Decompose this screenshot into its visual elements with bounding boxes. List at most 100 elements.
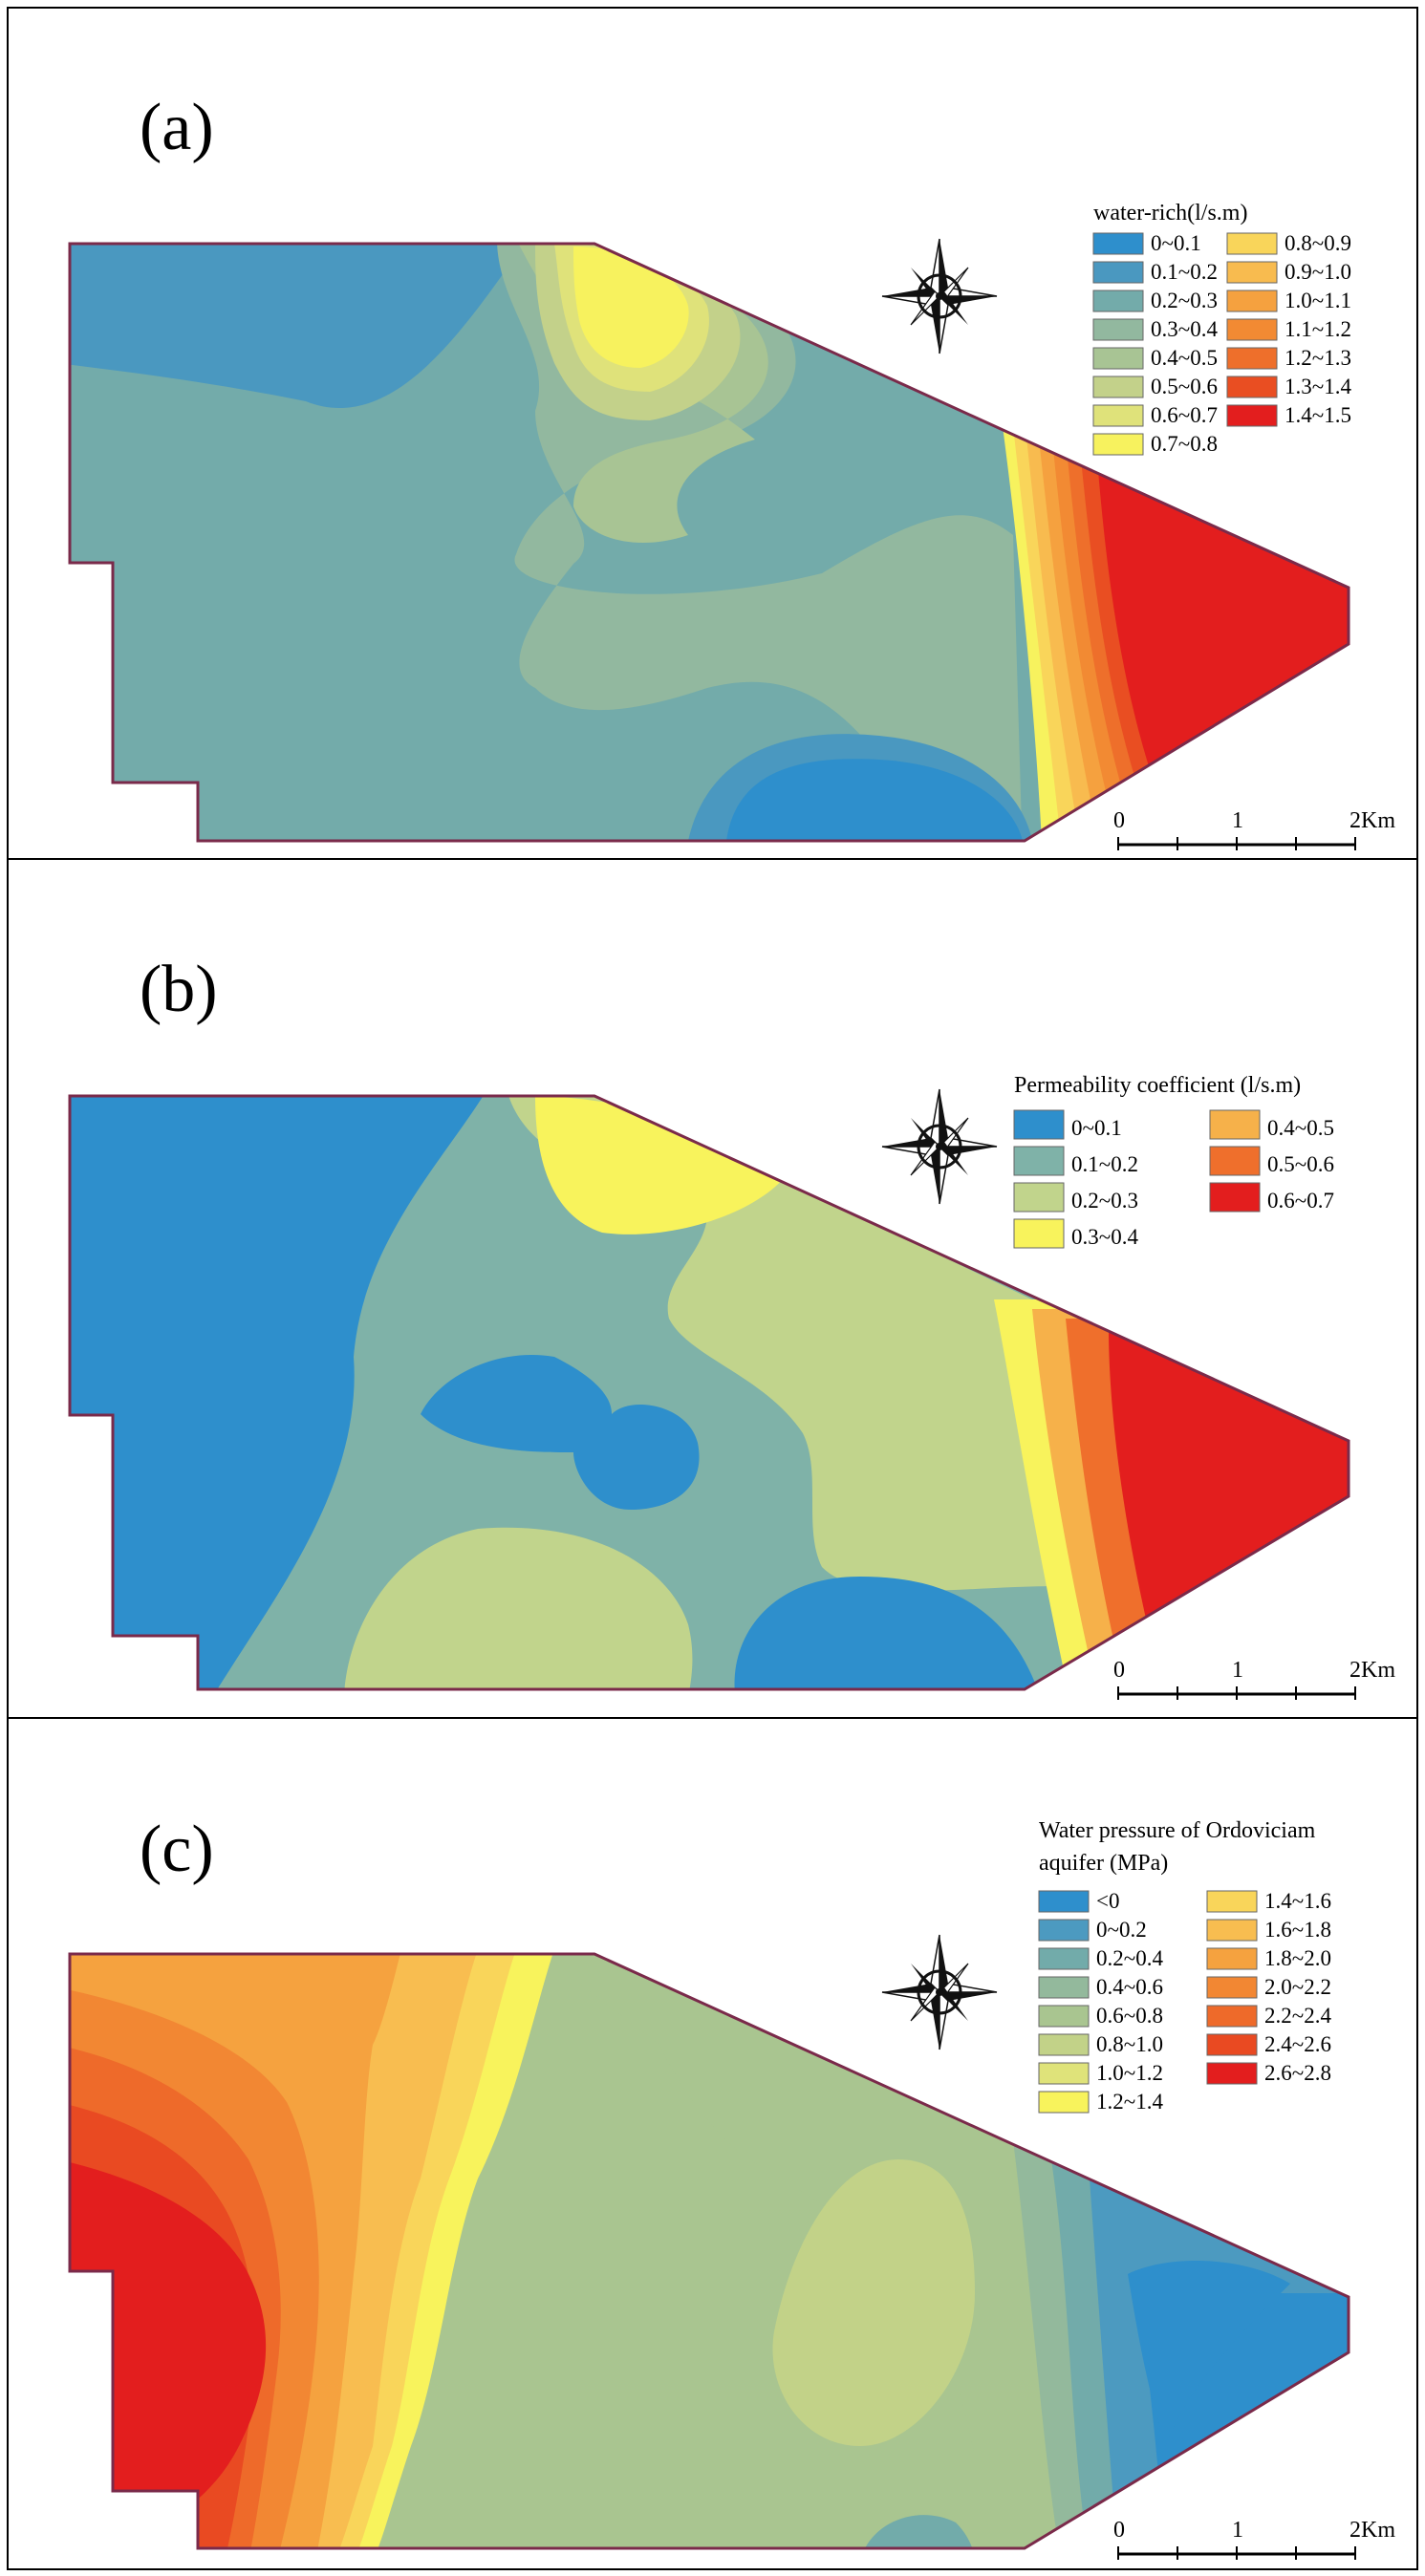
legend-label: 1.3~1.4 — [1285, 375, 1351, 398]
legend-swatch — [1226, 404, 1278, 427]
legend-swatch — [1038, 2062, 1090, 2085]
legend-swatch — [1206, 1919, 1258, 1942]
legend-swatch — [1206, 1976, 1258, 1999]
legend-label: 0.8~1.0 — [1096, 2032, 1163, 2056]
legend-swatch — [1226, 376, 1278, 398]
scale-bar-label: 2Km — [1349, 808, 1395, 833]
panel-label: (a) — [140, 91, 214, 164]
legend: water-rich(l/s.m) 0~0.1 0.1~0.2 0.2~0.3 0.3~… — [1092, 201, 1351, 456]
legend-swatch — [1226, 232, 1278, 255]
legend-swatch — [1013, 1182, 1065, 1213]
legend-label: 1.0~1.1 — [1285, 289, 1351, 312]
legend-swatch — [1092, 347, 1144, 370]
legend-swatch — [1206, 2033, 1258, 2056]
legend-label: 0.2~0.3 — [1071, 1189, 1138, 1213]
legend-swatch — [1038, 2005, 1090, 2028]
legend-label: 1.1~1.2 — [1285, 317, 1351, 341]
legend: Permeability coefficient (l/s.m) 0~0.1 0.1… — [1013, 1073, 1334, 1249]
legend-swatch — [1209, 1182, 1261, 1213]
scale-bar: 0 1 2Km — [1113, 2518, 1395, 2560]
legend-swatch — [1013, 1218, 1065, 1249]
legend-label: 2.4~2.6 — [1264, 2032, 1331, 2056]
panel-label: (b) — [140, 953, 218, 1026]
legend-title: water-rich(l/s.m) — [1093, 201, 1247, 225]
legend-swatch — [1226, 290, 1278, 312]
legend-swatch — [1226, 347, 1278, 370]
panel-a: (a) water-rich(l/s.m) 0~0.1 0.1~0.2 0.2~0.3 — [7, 7, 1418, 860]
legend-label: 1.4~1.5 — [1285, 403, 1351, 427]
legend-swatch — [1092, 290, 1144, 312]
legend-label: 1.8~2.0 — [1264, 1946, 1331, 1970]
legend-title: aquifer (MPa) — [1039, 1851, 1168, 1876]
legend-label: 0.9~1.0 — [1285, 260, 1351, 284]
legend-label: 0.4~0.5 — [1151, 346, 1218, 370]
legend-swatch — [1038, 2091, 1090, 2114]
legend-swatch — [1206, 1947, 1258, 1970]
scale-bar-label: 1 — [1232, 808, 1243, 833]
legend-label: 0.6~0.7 — [1267, 1189, 1334, 1213]
legend-swatch — [1226, 318, 1278, 341]
scale-bar-label: 0 — [1113, 1658, 1125, 1683]
legend-swatch — [1013, 1146, 1065, 1176]
legend-swatch — [1209, 1109, 1261, 1140]
legend-label: 0~0.2 — [1096, 1918, 1147, 1942]
legend-label: 0.2~0.4 — [1096, 1946, 1163, 1970]
legend-label: 0~0.1 — [1151, 231, 1201, 255]
scale-bar-label: 1 — [1232, 1658, 1243, 1683]
legend-swatch — [1206, 2005, 1258, 2028]
legend-swatch — [1092, 318, 1144, 341]
legend-swatch — [1092, 404, 1144, 427]
legend-label: 0.4~0.5 — [1267, 1116, 1334, 1140]
legend-title: Permeability coefficient (l/s.m) — [1014, 1073, 1301, 1098]
legend-swatch — [1038, 1919, 1090, 1942]
legend-swatch — [1038, 1947, 1090, 1970]
legend: Water pressure of Ordoviciam aquifer (MPa… — [1038, 1818, 1331, 2114]
legend-swatch — [1013, 1109, 1065, 1140]
mine-boundary — [68, 242, 1350, 843]
panel-label: (c) — [140, 1813, 214, 1886]
legend-swatch — [1206, 2062, 1258, 2085]
legend-label: 1.6~1.8 — [1264, 1918, 1331, 1942]
legend-label: 0.2~0.3 — [1151, 289, 1218, 312]
legend-swatch — [1092, 433, 1144, 456]
scale-bar-label: 2Km — [1349, 2518, 1395, 2543]
legend-label: 0.5~0.6 — [1151, 375, 1218, 398]
legend-title: Water pressure of Ordoviciam — [1039, 1818, 1316, 1843]
legend-label: 1.2~1.3 — [1285, 346, 1351, 370]
contour-map — [70, 1954, 1349, 2548]
scale-bar-label: 1 — [1232, 2518, 1243, 2543]
scale-bar-label: 0 — [1113, 2518, 1125, 2543]
mine-boundary — [68, 1094, 1350, 1691]
legend-label: 0~0.1 — [1071, 1116, 1122, 1140]
legend-label: <0 — [1096, 1889, 1119, 1913]
legend-label: 2.6~2.8 — [1264, 2061, 1331, 2085]
legend-swatch — [1209, 1146, 1261, 1176]
legend-label: 2.0~2.2 — [1264, 1975, 1331, 1999]
legend-label: 2.2~2.4 — [1264, 2004, 1331, 2028]
legend-label: 1.2~1.4 — [1096, 2090, 1163, 2114]
legend-swatch — [1038, 1976, 1090, 1999]
legend-swatch — [1226, 261, 1278, 284]
scale-bar-label: 0 — [1113, 808, 1125, 833]
legend-swatch — [1038, 1890, 1090, 1913]
legend-label: 0.6~0.8 — [1096, 2004, 1163, 2028]
legend-swatch — [1092, 261, 1144, 284]
legend-label: 0.3~0.4 — [1151, 317, 1218, 341]
legend-label: 0.3~0.4 — [1071, 1225, 1138, 1249]
legend-label: 1.4~1.6 — [1264, 1889, 1331, 1913]
legend-label: 0.8~0.9 — [1285, 231, 1351, 255]
legend-label: 0.7~0.8 — [1151, 432, 1218, 456]
panel-b: (b) Permeability coefficient (l/s.m) 0~0.… — [7, 858, 1418, 1719]
legend-label: 1.0~1.2 — [1096, 2061, 1163, 2085]
legend-label: 0.1~0.2 — [1151, 260, 1218, 284]
legend-label: 0.6~0.7 — [1151, 403, 1218, 427]
legend-swatch — [1038, 2033, 1090, 2056]
scale-bar: 0 1 2Km — [1113, 1658, 1395, 1700]
legend-swatch — [1092, 232, 1144, 255]
legend-label: 0.4~0.6 — [1096, 1975, 1163, 1999]
mine-boundary — [68, 1952, 1350, 2550]
legend-swatch — [1092, 376, 1144, 398]
legend-label: 0.5~0.6 — [1267, 1152, 1334, 1176]
